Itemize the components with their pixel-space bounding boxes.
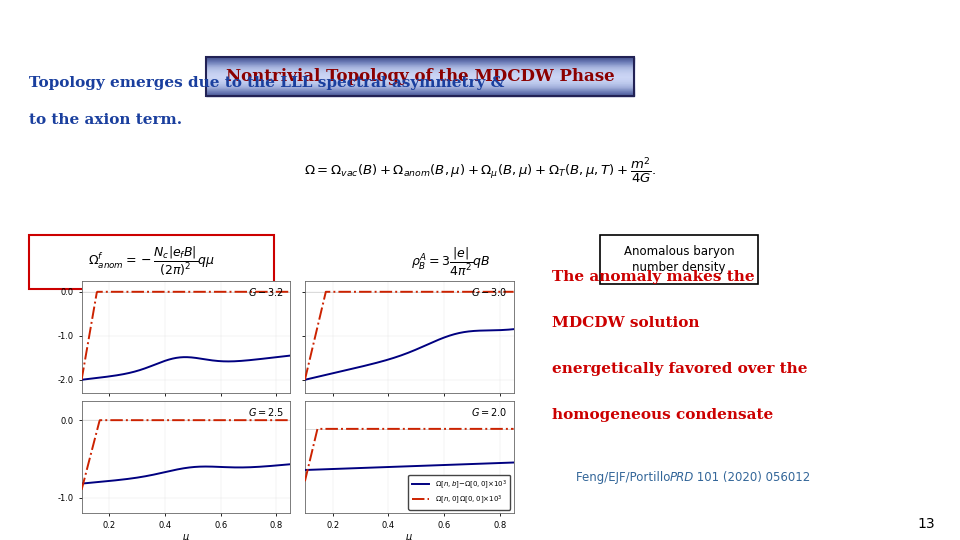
Bar xyxy=(206,86,634,87)
Bar xyxy=(206,88,634,89)
Bar xyxy=(206,89,634,90)
Bar xyxy=(206,82,634,83)
Text: $G=2.5$: $G=2.5$ xyxy=(248,407,284,418)
Text: to the axion term.: to the axion term. xyxy=(29,113,182,127)
Bar xyxy=(206,63,634,64)
Bar xyxy=(206,85,634,86)
FancyBboxPatch shape xyxy=(29,235,274,289)
Bar xyxy=(206,71,634,72)
Bar xyxy=(206,77,634,78)
X-axis label: $\mu$: $\mu$ xyxy=(405,532,413,540)
Bar xyxy=(206,78,634,79)
Bar xyxy=(206,80,634,82)
Bar xyxy=(206,70,634,71)
Bar xyxy=(206,61,634,62)
Text: $G-3.0$: $G-3.0$ xyxy=(471,286,507,299)
Text: homogeneous condensate: homogeneous condensate xyxy=(552,408,773,422)
Bar xyxy=(206,68,634,69)
Bar xyxy=(206,95,634,96)
Bar xyxy=(206,64,634,65)
Bar xyxy=(206,59,634,60)
Text: 101 (2020) 056012: 101 (2020) 056012 xyxy=(693,471,810,484)
Bar xyxy=(206,74,634,75)
Bar xyxy=(206,90,634,91)
Text: $\Omega = \Omega_{vac}(B) + \Omega_{anom}(B,\mu) + \Omega_{\mu}(B,\mu) + \Omega_: $\Omega = \Omega_{vac}(B) + \Omega_{anom… xyxy=(303,155,657,185)
FancyBboxPatch shape xyxy=(600,235,758,284)
Bar xyxy=(206,75,634,76)
Text: Topology emerges due to the LLL spectral asymmetry &: Topology emerges due to the LLL spectral… xyxy=(29,76,504,90)
Text: $G=2.0$: $G=2.0$ xyxy=(471,407,507,418)
Bar xyxy=(206,65,634,66)
Bar xyxy=(206,76,634,77)
Bar xyxy=(206,91,634,92)
Bar xyxy=(206,84,634,85)
Text: 13: 13 xyxy=(918,517,935,531)
Bar xyxy=(206,57,634,58)
X-axis label: $\mu$: $\mu$ xyxy=(182,532,190,540)
Text: $G-3.2$: $G-3.2$ xyxy=(249,286,284,299)
Bar xyxy=(206,93,634,94)
Text: $\Omega^f_{anom} = -\dfrac{N_c|e_f B|}{(2\pi)^2}q\mu$: $\Omega^f_{anom} = -\dfrac{N_c|e_f B|}{(… xyxy=(87,245,215,279)
Bar xyxy=(206,73,634,74)
Bar xyxy=(206,60,634,61)
Text: Nontrivial Topology of the MDCDW Phase: Nontrivial Topology of the MDCDW Phase xyxy=(226,68,614,85)
Text: PRD: PRD xyxy=(670,471,694,484)
Bar xyxy=(206,62,634,63)
Bar xyxy=(206,79,634,80)
Legend: $\Omega[n,b]{-}\Omega[0,0]{\times}10^3$, $\Omega[n,0]\,\Omega[0,0]{\times}10^3$: $\Omega[n,b]{-}\Omega[0,0]{\times}10^3$,… xyxy=(408,475,510,510)
Text: Feng/EJF/Portillo: Feng/EJF/Portillo xyxy=(576,471,674,484)
Bar xyxy=(206,66,634,67)
Bar xyxy=(206,87,634,88)
Text: MDCDW solution: MDCDW solution xyxy=(552,316,700,330)
Bar xyxy=(206,72,634,73)
Bar xyxy=(206,83,634,84)
Text: $\rho^A_B = 3\dfrac{|e|}{4\pi^2}qB$: $\rho^A_B = 3\dfrac{|e|}{4\pi^2}qB$ xyxy=(412,246,491,278)
Bar xyxy=(206,94,634,95)
Text: Anomalous baryon
number density: Anomalous baryon number density xyxy=(624,245,734,274)
Bar xyxy=(206,58,634,59)
Bar xyxy=(206,92,634,93)
Bar xyxy=(206,69,634,70)
Text: energetically favored over the: energetically favored over the xyxy=(552,362,807,376)
Text: The anomaly makes the: The anomaly makes the xyxy=(552,270,755,284)
Bar xyxy=(206,67,634,68)
